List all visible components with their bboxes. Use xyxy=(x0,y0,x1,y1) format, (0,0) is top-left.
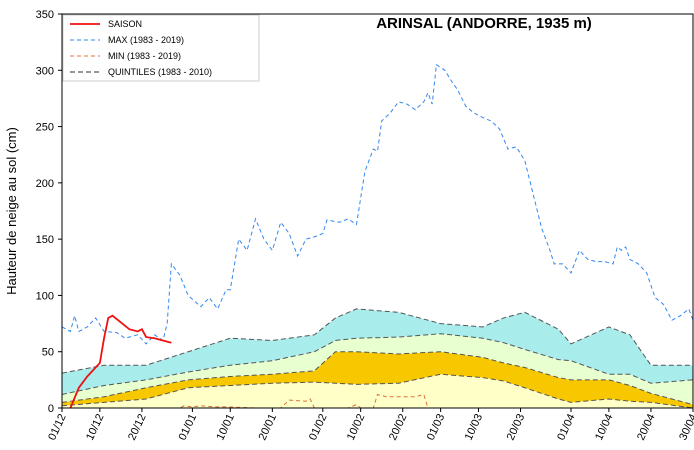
chart-title: ARINSAL (ANDORRE, 1935 m) xyxy=(376,15,592,32)
x-tick-label: 10/01 xyxy=(214,412,237,442)
x-tick-label: 20/02 xyxy=(387,412,410,442)
x-tick-label: 20/12 xyxy=(126,412,149,442)
quintile-line xyxy=(61,351,694,406)
quintile-band xyxy=(62,351,693,408)
legend-label: SAISON xyxy=(108,19,142,29)
x-tick-label: 20/01 xyxy=(257,412,280,442)
y-tick-label: 50 xyxy=(42,347,54,359)
legend-box xyxy=(62,14,260,82)
quintile-line xyxy=(61,373,694,409)
x-tick-label: 10/12 xyxy=(84,412,107,442)
x-tick-label: 01/03 xyxy=(425,412,448,442)
y-tick-label: 150 xyxy=(36,234,54,246)
quintile-line xyxy=(61,333,694,395)
legend-label: QUINTILES (1983 - 2010) xyxy=(108,67,212,77)
quintile-line xyxy=(61,308,693,374)
y-tick-label: 0 xyxy=(48,403,54,415)
quintile-band xyxy=(62,308,693,395)
quintile-band xyxy=(62,333,693,405)
plot-frame xyxy=(61,13,694,409)
y-tick-label: 300 xyxy=(36,65,54,77)
x-tick-label: 01/01 xyxy=(177,412,200,442)
x-tick-label: 20/03 xyxy=(505,412,528,442)
x-tick-label: 01/12 xyxy=(46,412,69,442)
quintile-band xyxy=(62,374,693,408)
x-tick-label: 01/04 xyxy=(555,412,578,442)
legend: SAISON MAX (1983 - 2019) MIN (1983 - 2019)… xyxy=(62,14,260,82)
y-tick-label: 250 xyxy=(36,122,54,134)
y-tick-label: 350 xyxy=(36,9,54,21)
legend-label: MAX (1983 - 2019) xyxy=(108,35,184,45)
y-tick-label: 100 xyxy=(36,290,54,302)
x-tick-label: 20/04 xyxy=(635,412,658,442)
x-tick-label: 10/04 xyxy=(593,412,616,442)
x-tick-label: 01/02 xyxy=(307,412,330,442)
x-tick-label: 10/03 xyxy=(463,412,486,442)
series-line xyxy=(61,63,694,345)
series-line xyxy=(69,314,172,409)
legend-label: MIN (1983 - 2019) xyxy=(108,51,181,61)
x-tick-label: 10/02 xyxy=(345,412,368,442)
y-tick-label: 200 xyxy=(36,178,54,190)
x-tick-label: 30/04 xyxy=(677,412,694,442)
y-axis-label: Hauteur de neige au sol (cm) xyxy=(4,127,19,295)
